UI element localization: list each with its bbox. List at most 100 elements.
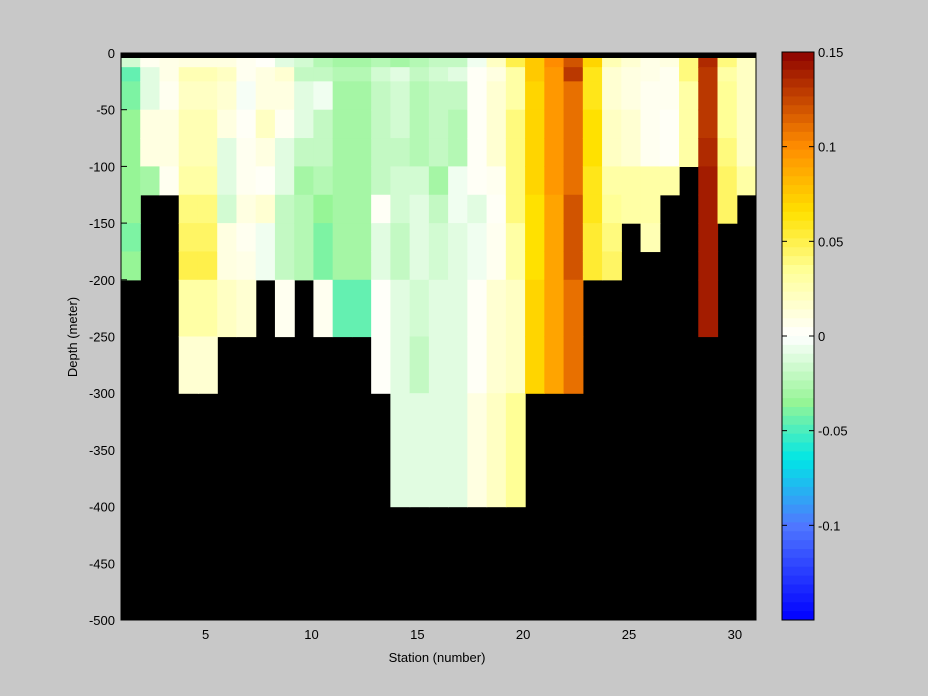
heatmap-cell [274, 279, 295, 338]
colorbar-step [782, 158, 814, 168]
heatmap-cell [621, 194, 642, 224]
colorbar: 0.15 0.1 0.05 0 -0.05 -0.1 [781, 45, 848, 621]
heatmap-cell [140, 166, 161, 196]
heatmap-cell [409, 223, 430, 253]
heatmap-cell [525, 109, 545, 139]
colorbar-step [782, 602, 814, 612]
heatmap-cell [121, 67, 141, 82]
heatmap-cell [121, 109, 141, 139]
heatmap-cell [332, 81, 353, 111]
heatmap-cell [505, 109, 526, 139]
heatmap-cell [140, 109, 161, 139]
heatmap-cell [505, 166, 526, 196]
heatmap-cell [640, 194, 661, 224]
colorbar-step [782, 415, 814, 426]
heatmap-cell [371, 81, 391, 111]
colorbar-tick-label: 0 [818, 329, 825, 344]
heatmap-cell [659, 109, 680, 139]
heatmap-cell [525, 336, 545, 394]
colorbar-step [782, 478, 814, 488]
heatmap-cell [371, 138, 391, 167]
heatmap-cell [159, 81, 180, 111]
heatmap-cell [121, 81, 141, 111]
colorbar-step [782, 336, 814, 346]
x-tick-label: 15 [410, 627, 424, 642]
y-tick-label: -50 [96, 103, 115, 118]
heatmap-cell [255, 166, 276, 196]
colorbar-step [782, 140, 814, 151]
colorbar-step [782, 185, 814, 195]
heatmap-cell [274, 166, 295, 196]
heatmap-cell [544, 336, 565, 394]
heatmap-cell [294, 138, 315, 167]
heatmap-cell [602, 109, 622, 139]
heatmap-cell [390, 109, 411, 139]
heatmap-cell [313, 223, 334, 253]
heatmap-cell [467, 194, 488, 224]
heatmap-cell [236, 81, 257, 111]
heatmap-cell [313, 166, 334, 196]
heatmap-cell [428, 393, 449, 508]
heatmap-cell [294, 223, 315, 253]
heatmap-cell [255, 67, 276, 82]
y-axis-label: Depth (meter) [65, 297, 80, 377]
heatmap-cell [717, 166, 738, 196]
heatmap-cell [448, 336, 468, 394]
heatmap-cell [602, 194, 622, 224]
heatmap-cell [121, 166, 141, 196]
heatmap-cell [467, 279, 488, 338]
heatmap-cell [486, 336, 507, 394]
heatmap-cell [409, 81, 430, 111]
heatmap-cell [332, 138, 353, 167]
colorbar-step [782, 486, 814, 497]
heatmap-cell [390, 223, 411, 253]
heatmap-cell [467, 166, 488, 196]
y-tick-label: -500 [89, 613, 115, 628]
heatmap-cell [197, 109, 218, 139]
y-tick-label: -450 [89, 556, 115, 571]
colorbar-step [782, 389, 814, 399]
x-axis-label: Station (number) [389, 650, 486, 665]
heatmap-cell [525, 251, 545, 281]
colorbar-step [782, 265, 814, 275]
heatmap-cell [640, 81, 661, 111]
heatmap-cell [294, 251, 315, 281]
heatmap-cell [409, 251, 430, 281]
colorbar-step [782, 282, 814, 293]
colorbar-step [782, 469, 814, 479]
colorbar-step [782, 78, 814, 89]
heatmap-cell [544, 81, 565, 111]
colorbar-tick-label: 0.1 [818, 140, 836, 155]
heatmap-cell [698, 223, 719, 253]
heatmap-cell [544, 223, 565, 253]
y-tick-label: -400 [89, 500, 115, 515]
heatmap-cell [217, 251, 238, 281]
y-tick-label: -100 [89, 159, 115, 174]
heatmap-cell [717, 81, 738, 111]
colorbar-step [782, 69, 814, 80]
heatmap-cell [197, 251, 218, 281]
heatmap-cell [294, 67, 315, 82]
heatmap-cell [698, 279, 719, 338]
heatmap-cell [197, 279, 218, 338]
heatmap-cell [428, 67, 449, 82]
heatmap-cell [467, 223, 488, 253]
heatmap-cell [563, 251, 584, 281]
heatmap-cell [698, 109, 719, 139]
heatmap-cell [525, 279, 545, 338]
heatmap-cell [236, 194, 257, 224]
heatmap-cell [313, 279, 334, 338]
heatmap-cell [390, 166, 411, 196]
colorbar-step [782, 318, 814, 328]
heatmap-cell [428, 109, 449, 139]
surface-line [121, 53, 756, 58]
heatmap-cell [236, 223, 257, 253]
colorbar-step [782, 504, 814, 515]
x-tick-label: 5 [202, 627, 209, 642]
colorbar-step [782, 593, 814, 603]
heatmap-cell [274, 67, 295, 82]
colorbar-step [782, 211, 814, 222]
heatmap-cell [217, 138, 238, 167]
heatmap-cell [332, 251, 353, 281]
